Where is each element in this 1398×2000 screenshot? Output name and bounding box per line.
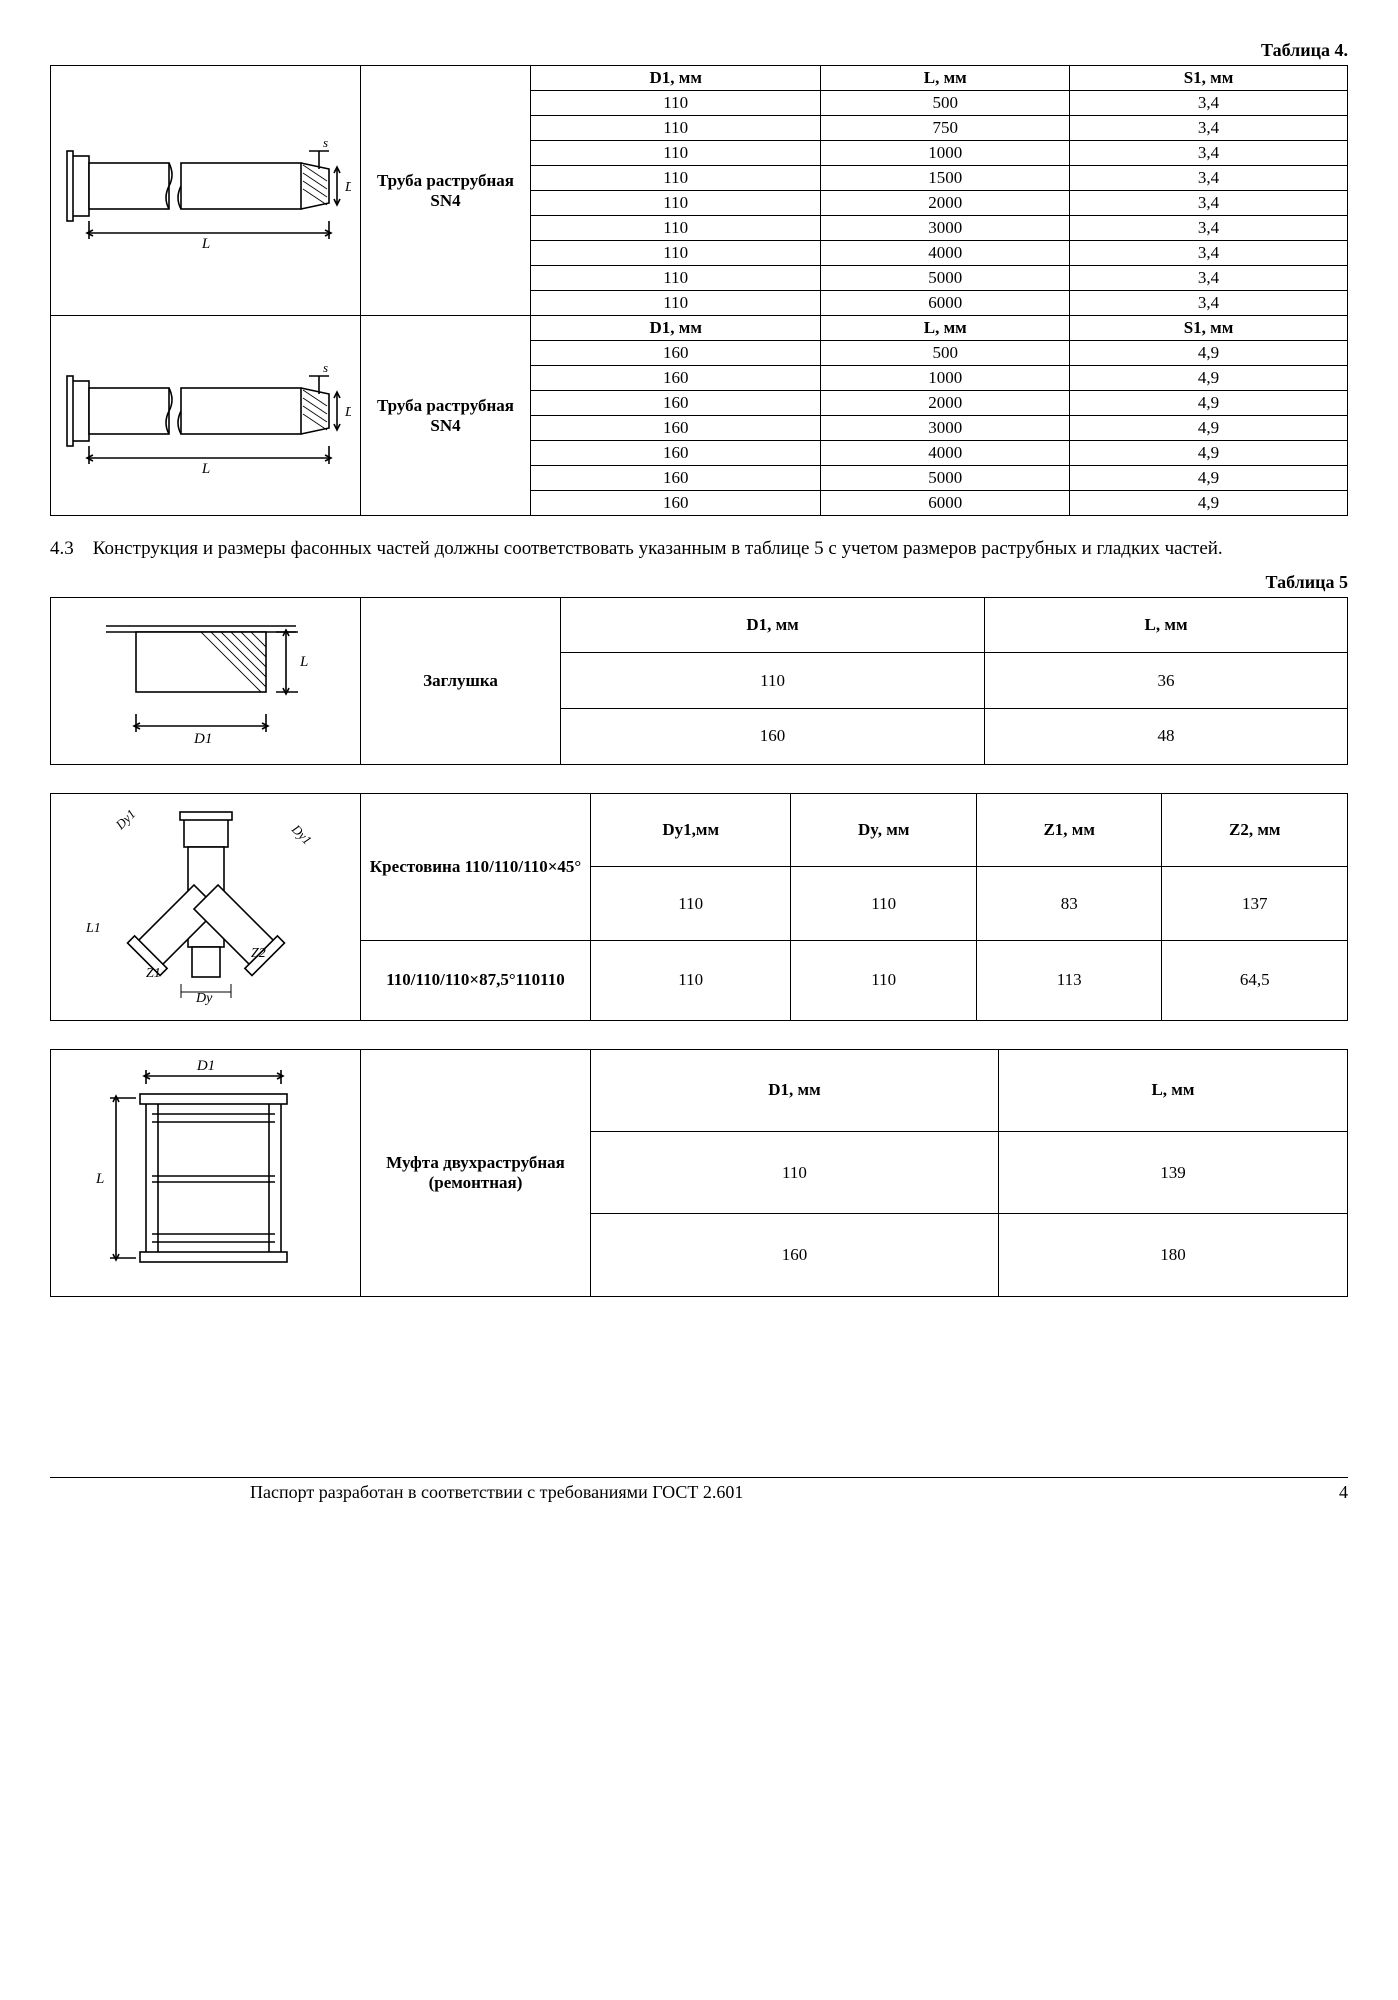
page-number: 4 — [1339, 1482, 1348, 1503]
svg-text:D1: D1 — [195, 1058, 214, 1074]
svg-text:Z2: Z2 — [251, 946, 266, 961]
cross-label2: 110/110/110×87,5°110110 — [361, 940, 591, 1020]
t4-h-s1: S1, мм — [1070, 66, 1348, 91]
svg-text:Dy1: Dy1 — [288, 820, 315, 847]
table4-g2-label: Труба раструбная SN4 — [361, 316, 531, 516]
dim-D1: D1 — [344, 180, 351, 195]
dim-s: s — [323, 135, 328, 150]
coupling-label: Муфта двухраструбная (ремонтная) — [361, 1049, 591, 1296]
dim-L: L — [200, 236, 209, 252]
table4-g1-label: Труба раструбная SN4 — [361, 66, 531, 316]
table5-plug: L D1 Заглушка D1, мм L, мм 11036 16048 — [50, 597, 1348, 765]
table4-g1-drawing: L D1 s — [51, 66, 361, 316]
svg-text:Z1: Z1 — [146, 966, 161, 981]
table5-coupling: D1 L Муфта двухраструбная (ремонтная) D1… — [50, 1049, 1348, 1297]
table4-title: Таблица 4. — [50, 40, 1348, 61]
svg-text:D1: D1 — [344, 405, 351, 420]
svg-text:L1: L1 — [85, 921, 101, 936]
coupling-drawing: D1 L — [51, 1049, 361, 1296]
plug-label: Заглушка — [361, 597, 561, 764]
table4-g2-drawing: L D1 s — [51, 316, 361, 516]
table5-cross: Dy1 Dy1 L1 Z1 Z2 Dy Крестовина 110/110/1… — [50, 793, 1348, 1021]
svg-text:s: s — [323, 360, 328, 375]
svg-text:D1: D1 — [193, 731, 212, 747]
para-4-3: 4.3 Конструкция и размеры фасонных часте… — [50, 536, 1348, 562]
footer-text: Паспорт разработан в соответствии с треб… — [250, 1482, 743, 1503]
svg-text:L: L — [95, 1171, 104, 1187]
svg-text:Dy: Dy — [195, 991, 213, 1006]
plug-drawing: L D1 — [51, 597, 361, 764]
svg-text:Dy1: Dy1 — [111, 806, 138, 833]
cross-label1: Крестовина 110/110/110×45° — [361, 793, 591, 940]
t4-h-d1: D1, мм — [531, 66, 821, 91]
cross-drawing: Dy1 Dy1 L1 Z1 Z2 Dy — [51, 793, 361, 1020]
table4: L D1 s Труба раструбная SN4 D1, мм L, мм… — [50, 65, 1348, 516]
table5-title: Таблица 5 — [50, 572, 1348, 593]
page-footer: Паспорт разработан в соответствии с треб… — [50, 1477, 1348, 1503]
svg-text:L: L — [299, 654, 308, 670]
t4-h-l: L, мм — [821, 66, 1070, 91]
svg-text:L: L — [200, 461, 209, 477]
